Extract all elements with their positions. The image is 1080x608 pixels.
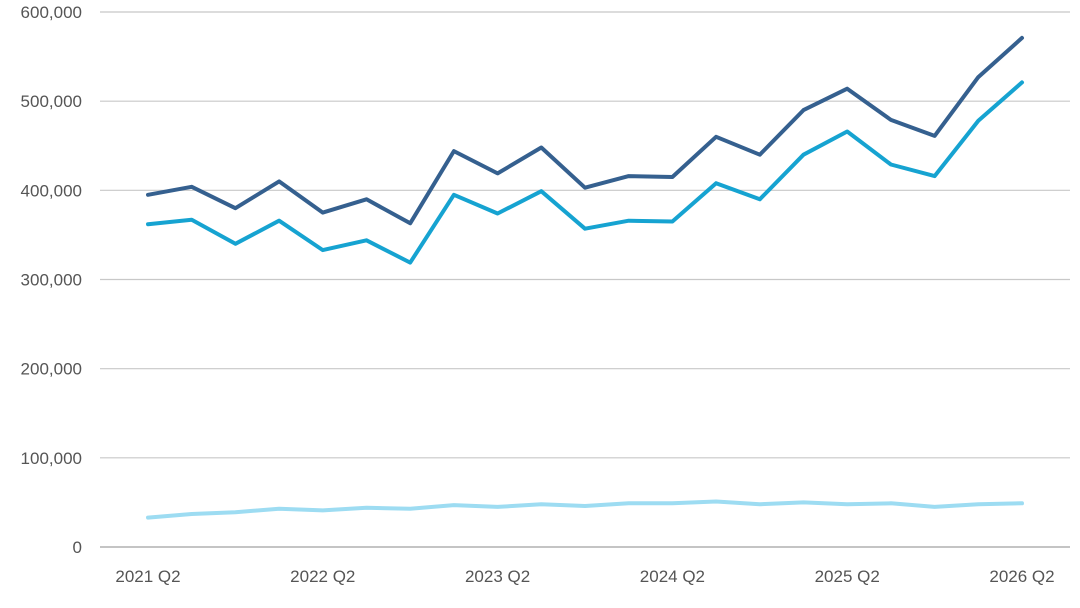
- x-axis-tick-labels: 2021 Q2 2022 Q2 2023 Q2 2024 Q2 2025 Q2 2026 …: [115, 567, 1054, 586]
- y-tick-label: 0: [73, 538, 82, 557]
- series-lines: [146, 35, 1024, 520]
- y-tick-label: 200,000: [21, 360, 82, 379]
- y-tick-label: 500,000: [21, 92, 82, 111]
- x-tick-label: 2024 Q2: [640, 567, 705, 586]
- x-tick-label: 2021 Q2: [115, 567, 180, 586]
- y-tick-label: 400,000: [21, 181, 82, 200]
- x-tick-label: 2023 Q2: [465, 567, 530, 586]
- x-tick-label: 2022 Q2: [290, 567, 355, 586]
- x-tick-label: 2026 Q2: [989, 567, 1054, 586]
- x-tick-label: 2025 Q2: [815, 567, 880, 586]
- series-line-3: [146, 499, 1024, 520]
- series-line-2: [146, 80, 1024, 265]
- y-tick-label: 100,000: [21, 449, 82, 468]
- series-line-1: [146, 35, 1024, 226]
- gridlines: [100, 11, 1070, 548]
- y-tick-label: 300,000: [21, 271, 82, 290]
- y-axis-tick-labels: 0 100,000 200,000 300,000 400,000 500,000 600,…: [21, 3, 82, 557]
- y-tick-label: 600,000: [21, 3, 82, 22]
